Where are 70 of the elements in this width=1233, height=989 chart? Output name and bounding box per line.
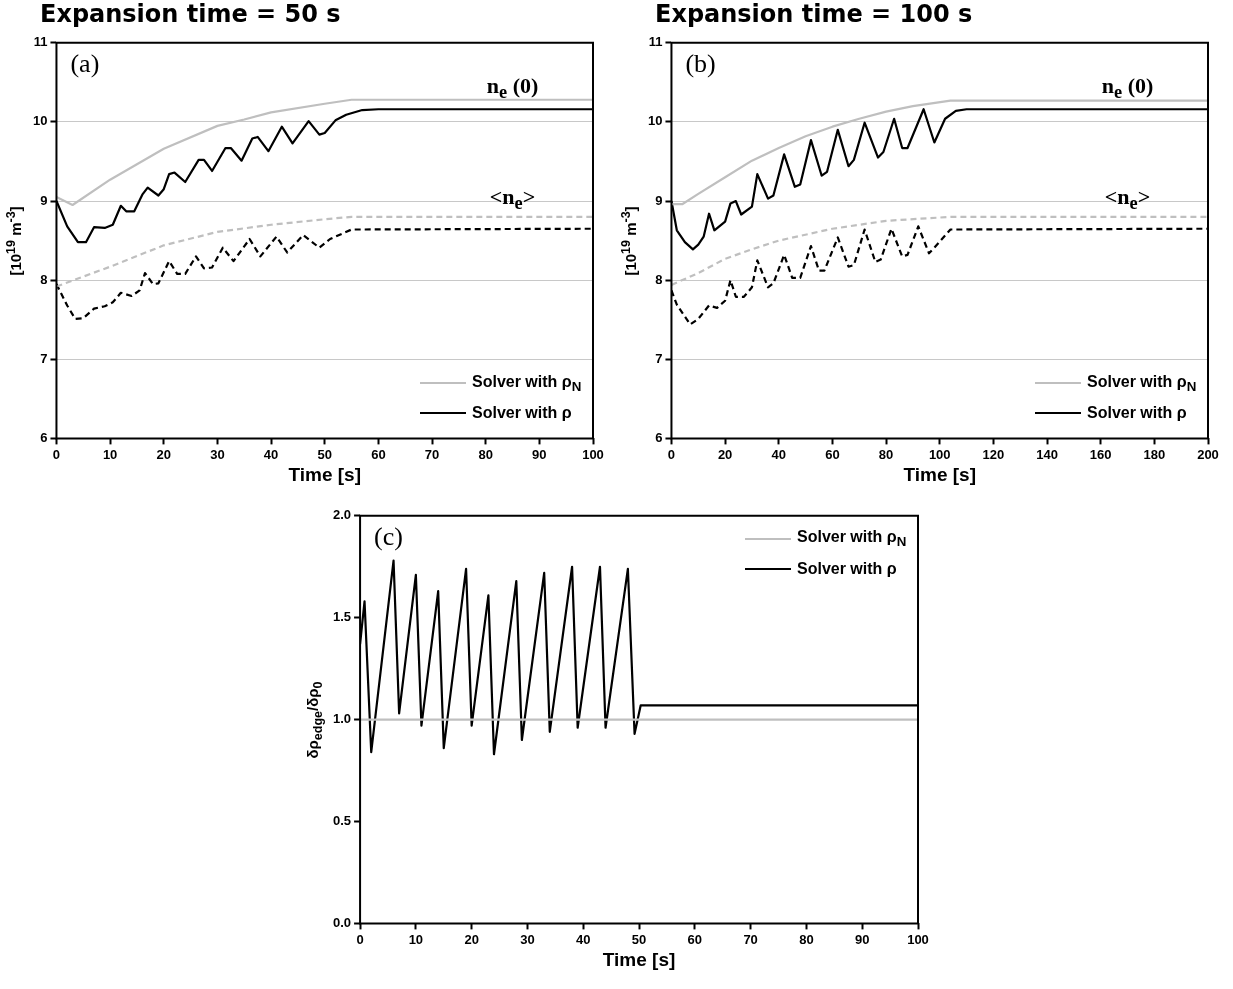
x-tick-label: 100 (907, 931, 929, 947)
y-tick-label: 11 (648, 34, 663, 50)
x-tick-label: 80 (799, 931, 814, 947)
x-tick-label: 180 (1143, 446, 1166, 462)
legend-label: Solver with ρ$_{N}$ (1087, 372, 1197, 394)
chart-title: Expansion time = 100 s (655, 0, 973, 28)
x-tick-label: 10 (102, 446, 118, 462)
x-tick-label: 80 (878, 446, 894, 462)
x-tick-label: 0 (356, 931, 364, 947)
y-tick-label: 8 (40, 271, 48, 287)
annotation: (a) (70, 48, 100, 79)
legend-label: Solver with ρ (472, 404, 572, 423)
x-tick-label: 50 (317, 446, 332, 462)
y-tick-label: 0.0 (332, 914, 352, 930)
x-tick-label: 70 (743, 931, 758, 947)
x-tick-label: 60 (825, 446, 840, 462)
y-tick-label: 7 (655, 350, 663, 366)
chart-title: Expansion time = 50 s (40, 0, 341, 28)
y-tick-label: 10 (32, 113, 48, 129)
y-tick-label: 9 (40, 192, 48, 208)
x-tick-label: 20 (464, 931, 479, 947)
y-tick-label: 11 (33, 34, 48, 50)
x-tick-label: 90 (532, 446, 547, 462)
y-tick-label: 8 (655, 271, 663, 287)
x-tick-label: 100 (928, 446, 951, 462)
legend-label: Solver with ρ$_{N}$ (472, 372, 582, 394)
x-tick-label: 70 (424, 446, 440, 462)
x-tick-label: 120 (982, 446, 1005, 462)
annotation: <n$_{e}$> (1104, 183, 1151, 215)
x-tick-label: 60 (371, 446, 386, 462)
x-tick-label: 20 (156, 446, 171, 462)
annotation: n$_{e}$ (0) (1101, 73, 1154, 104)
y-tick-label: 0.5 (332, 813, 352, 829)
x-tick-label: 30 (520, 931, 535, 947)
x-tick-label: 20 (717, 446, 733, 462)
y-tick-label: 1.5 (332, 609, 352, 625)
annotation: n$_{e}$ (0) (486, 73, 539, 104)
x-tick-label: 90 (854, 931, 870, 947)
x-tick-label: 160 (1089, 446, 1112, 462)
x-axis-title: Time [s] (288, 464, 361, 487)
x-tick-label: 0 (667, 446, 676, 462)
line-series (671, 215, 1208, 287)
x-tick-label: 40 (771, 446, 786, 462)
x-tick-label: 30 (210, 446, 225, 462)
y-tick-label: 7 (40, 350, 48, 366)
x-axis-title: Time [s] (602, 949, 676, 972)
x-tick-label: 200 (1197, 446, 1219, 462)
x-tick-label: 40 (576, 931, 591, 947)
annotation: (b) (685, 48, 716, 79)
y-tick-label: 10 (647, 113, 663, 129)
x-tick-label: 0 (52, 446, 61, 462)
x-tick-label: 140 (1036, 446, 1058, 462)
legend-label: Solver with ρ$_{N}$ (797, 528, 907, 550)
annotation: <n$_{e}$> (489, 183, 536, 215)
y-tick-label: 6 (655, 429, 663, 445)
x-axis-title: Time [s] (903, 464, 976, 487)
x-tick-label: 100 (582, 446, 604, 462)
x-tick-label: 60 (687, 931, 703, 947)
line-series (56, 215, 593, 288)
annotation: (c) (374, 521, 403, 552)
legend-label: Solver with ρ (797, 559, 897, 578)
x-tick-label: 40 (263, 446, 279, 462)
x-tick-label: 10 (408, 931, 424, 947)
y-tick-label: 9 (655, 192, 663, 208)
y-tick-label: 2.0 (332, 507, 352, 523)
legend-label: Solver with ρ (1087, 404, 1187, 423)
x-tick-label: 80 (478, 446, 493, 462)
y-tick-label: 1.0 (332, 711, 352, 727)
y-tick-label: 6 (40, 429, 48, 445)
x-tick-label: 50 (631, 931, 647, 947)
